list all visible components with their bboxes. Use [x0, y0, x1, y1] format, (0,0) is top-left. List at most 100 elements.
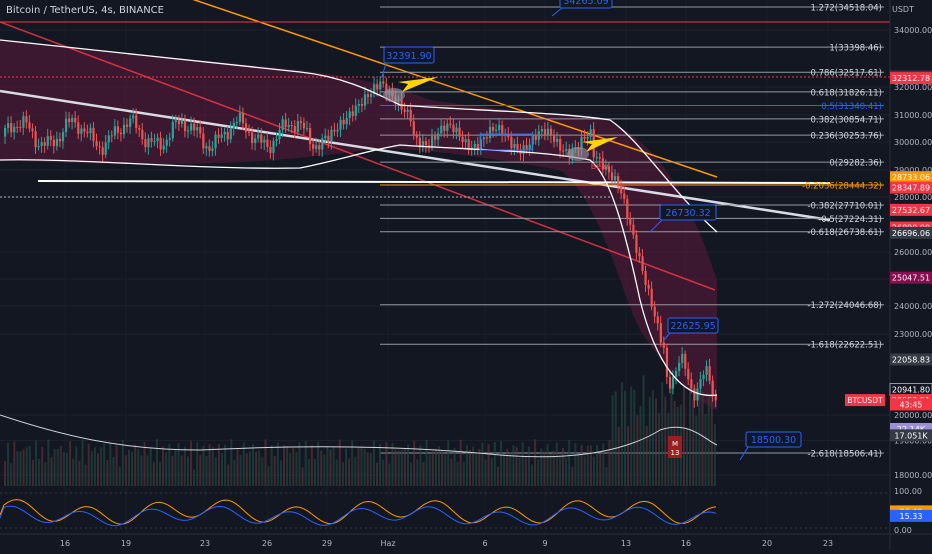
osc-tick: 0.00	[894, 526, 912, 535]
volume-bar	[351, 440, 354, 486]
candle-body	[89, 127, 92, 134]
candle-body	[553, 135, 556, 142]
candle-body	[339, 119, 342, 130]
candle-body	[473, 143, 476, 148]
candle-body	[101, 147, 104, 155]
candle-body	[385, 83, 388, 95]
candle-body	[406, 109, 409, 112]
time-tick: 19	[121, 539, 131, 548]
candle-body	[617, 176, 620, 186]
volume-bar	[72, 458, 75, 486]
volume-bar	[255, 451, 258, 486]
volume-bar	[267, 466, 270, 486]
candle-body	[418, 137, 421, 148]
volume-bar	[565, 458, 568, 486]
callout-box	[659, 204, 717, 221]
volume-bar	[487, 444, 490, 486]
volume-bar	[447, 440, 450, 486]
osc-tag-label: 15.33	[900, 512, 923, 521]
candle-body	[248, 131, 251, 133]
volume-bar	[453, 447, 456, 486]
orange-trendline	[192, 0, 718, 178]
volume-bar	[419, 445, 422, 486]
volume-bar	[196, 441, 199, 486]
callout-leader	[551, 7, 563, 17]
volume-bar	[506, 449, 509, 486]
volume-bar	[624, 390, 626, 486]
candle-body	[348, 111, 351, 118]
oscillator-pane	[0, 486, 890, 534]
volume-bar	[552, 450, 555, 486]
volume-bar	[475, 453, 478, 486]
candle-body	[565, 149, 568, 152]
candle-body	[665, 347, 669, 377]
candle-body	[458, 127, 461, 137]
candle-body	[293, 126, 296, 132]
candle-body	[159, 137, 162, 150]
volume-bar	[531, 464, 533, 486]
candle-body	[266, 139, 269, 148]
candle-body	[589, 129, 592, 137]
candle-body	[19, 127, 22, 129]
volume-bar	[642, 375, 645, 486]
volume-bar	[152, 462, 155, 486]
candle-body	[641, 256, 644, 271]
volume-bar	[87, 443, 90, 486]
candle-body	[510, 136, 513, 149]
candle-body	[80, 128, 83, 134]
volume-bar	[527, 446, 530, 486]
candle-body	[13, 126, 16, 133]
volume-bar	[53, 449, 56, 486]
candle-body	[464, 139, 467, 143]
candle-body	[244, 123, 248, 132]
candle-body	[662, 342, 665, 348]
volume-bar	[279, 460, 282, 486]
candle-body	[607, 166, 611, 173]
candle-body	[330, 129, 333, 142]
volume-bar	[81, 440, 84, 486]
volume-bar	[348, 458, 351, 486]
candle-body	[610, 172, 614, 181]
candle-body	[431, 136, 434, 147]
candle-body	[562, 150, 565, 152]
candle-body	[122, 124, 126, 135]
volume-bar	[69, 441, 72, 486]
candle-body	[336, 129, 339, 132]
volume-bar	[459, 439, 462, 486]
volume-bar	[193, 469, 196, 486]
candle-body	[452, 124, 455, 133]
volume-bar	[410, 462, 413, 486]
fib-level-label: -2.618(18506.41)	[807, 449, 882, 459]
candle-body	[61, 132, 65, 142]
volume-bar	[205, 455, 208, 486]
candle-body	[107, 135, 110, 143]
volume-bar	[434, 448, 437, 486]
time-tick: 16	[60, 539, 70, 548]
candle-body	[696, 388, 699, 401]
candle-body	[397, 99, 400, 104]
candle-body	[226, 132, 229, 140]
candle-body	[507, 134, 510, 137]
volume-bar	[394, 449, 397, 486]
volume-bar	[304, 441, 307, 486]
callout-box	[559, 0, 613, 9]
candle-body	[324, 135, 327, 139]
candle-body	[614, 176, 617, 181]
time-tick: 26	[262, 539, 272, 548]
volume-bar	[286, 446, 289, 486]
candle-body	[516, 143, 519, 150]
last-symbol-tag	[845, 394, 885, 407]
volume-bar	[546, 443, 549, 486]
candle-body	[412, 121, 415, 135]
volume-bar	[450, 458, 453, 486]
volume-bar	[264, 439, 267, 486]
fib-level-label: -0.618(26738.61)	[807, 228, 882, 238]
volume-bar	[248, 451, 251, 486]
price-tag	[890, 181, 932, 194]
candle-body	[205, 146, 208, 149]
volume-bar	[7, 442, 10, 486]
lower-band	[0, 144, 718, 397]
volume-bar	[360, 446, 363, 486]
